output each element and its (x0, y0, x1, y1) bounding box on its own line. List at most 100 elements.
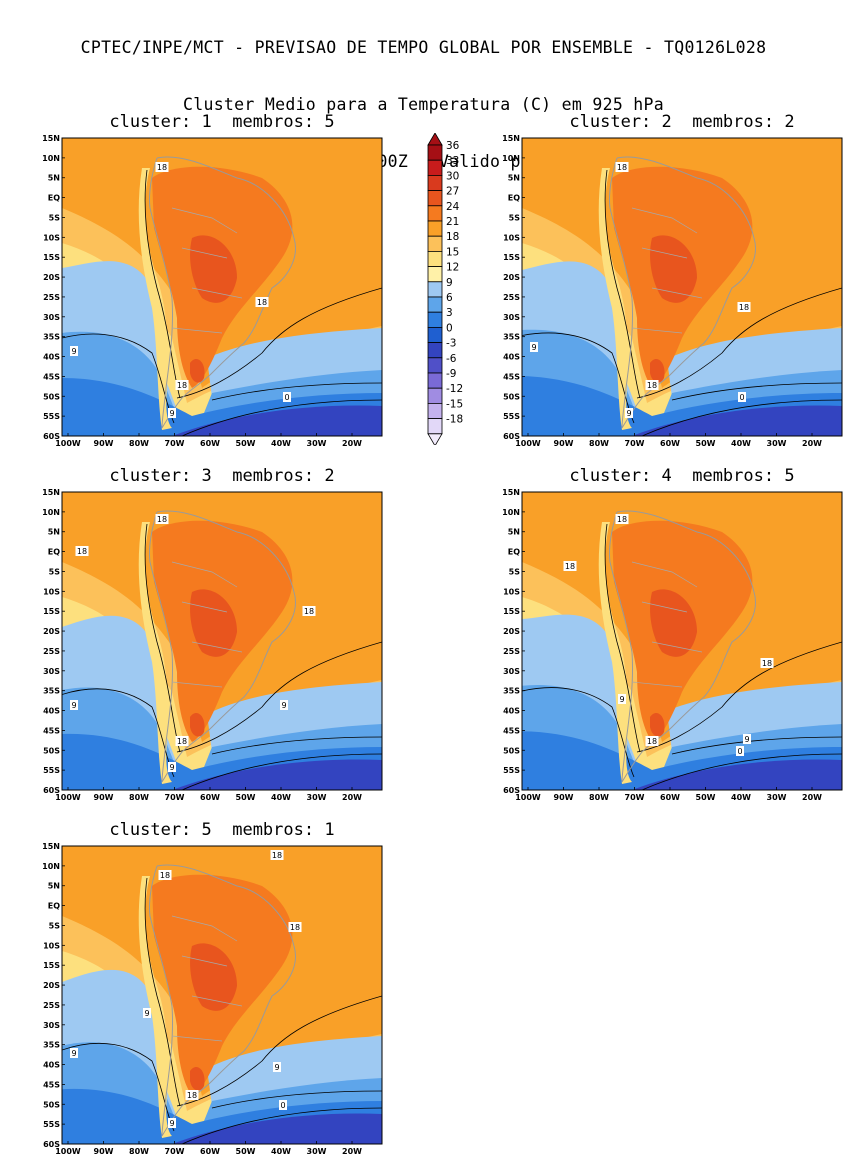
lat-tick-label: 55S (43, 766, 60, 775)
lon-tick-label: 40W (731, 793, 751, 802)
colorbar-swatch (427, 372, 443, 389)
contour-label: 9 (168, 762, 176, 772)
contour-label: 0 (283, 392, 291, 402)
andes-cold-strip (138, 522, 172, 784)
band-minus3-0 (632, 759, 842, 790)
svg-text:18: 18 (157, 163, 167, 172)
lon-tick-label: 100W (515, 439, 541, 448)
contour-label: 18 (155, 162, 169, 172)
lon-tick-label: 30W (767, 793, 787, 802)
coastline-east (156, 864, 296, 1137)
panel-title: cluster: 4 membros: 5 (569, 466, 795, 486)
contour-label: 18 (737, 302, 751, 312)
lon-tick-label: 100W (515, 793, 541, 802)
colorbar-swatch (427, 387, 443, 404)
panel-title: cluster: 3 membros: 2 (109, 466, 335, 486)
coastline-west (149, 157, 174, 429)
svg-text:18: 18 (187, 1091, 197, 1100)
band-24-27-south (650, 712, 665, 737)
band-minus3-0 (172, 759, 382, 790)
lat-tick-label: 50S (503, 746, 520, 755)
band-24-27-south (190, 358, 205, 383)
lat-tick-label: EQ (508, 194, 520, 203)
lat-tick-label: 15N (42, 842, 60, 851)
lon-tick-label: 70W (625, 439, 645, 448)
contour-label: 18 (175, 380, 189, 390)
contour-label: 9 (625, 408, 633, 418)
contour-label: 0 (738, 392, 746, 402)
lat-tick-label: 10S (43, 587, 60, 596)
svg-text:18: 18 (565, 562, 575, 571)
lon-tick-label: 70W (165, 439, 185, 448)
colorbar-swatch (427, 251, 443, 268)
lat-tick-label: 30S (503, 313, 520, 322)
contour-label: 18 (155, 514, 169, 524)
colorbar-label: 0 (446, 322, 453, 334)
colorbar-swatch (427, 311, 443, 328)
contour-label: 18 (270, 850, 284, 860)
contour-label: 9 (70, 1048, 78, 1058)
contour-label: 9 (530, 342, 538, 352)
lat-tick-label: 60S (503, 786, 520, 795)
lat-tick-label: 5S (509, 567, 521, 576)
coastline-west (609, 157, 634, 429)
contour-0 (641, 753, 842, 790)
map-frame (521, 491, 843, 791)
lat-tick-label: 50S (43, 392, 60, 401)
colorbar-swatch (427, 296, 443, 313)
lon-tick-label: 70W (625, 793, 645, 802)
colorbar-label: 21 (446, 216, 459, 228)
contour-label: 0 (736, 746, 744, 756)
lon-tick-label: 100W (55, 793, 81, 802)
country-borders (171, 915, 243, 1042)
colorbar-swatch (427, 266, 443, 283)
svg-text:18: 18 (617, 163, 627, 172)
lat-tick-label: 40S (43, 707, 60, 716)
svg-text:9: 9 (144, 1009, 149, 1018)
lat-tick-label: 35S (43, 687, 60, 696)
contour-label: 9 (618, 694, 626, 704)
lon-tick-label: 60W (200, 793, 220, 802)
temperature-map: 1818181899015N10N5NEQ5S10S15S20S25S30S35… (502, 488, 843, 802)
lat-tick-label: 40S (503, 353, 520, 362)
lat-tick-label: 20S (503, 273, 520, 282)
lat-tick-label: 15S (43, 961, 60, 970)
colorbar-swatch (427, 418, 443, 435)
svg-text:18: 18 (617, 515, 627, 524)
lon-tick-label: 90W (94, 1147, 114, 1156)
svg-text:9: 9 (619, 695, 624, 704)
lat-tick-label: 35S (503, 333, 520, 342)
contour-9 (62, 1042, 382, 1132)
lat-tick-label: 50S (503, 392, 520, 401)
lat-tick-label: 15S (43, 607, 60, 616)
panel-title: cluster: 1 membros: 5 (109, 112, 335, 132)
colorbar-label: 36 (446, 140, 460, 152)
colorbar-label: 9 (446, 277, 453, 289)
lat-tick-label: 10S (503, 587, 520, 596)
contour-label: 18 (75, 546, 89, 556)
temperature-map: 18 18 18 9 9 0 15N 10N 5N EQ 5S 10S 15S 20S 25S 30S 35S 4… (502, 134, 843, 448)
lon-tick-label: 80W (589, 793, 609, 802)
colorbar-label: 15 (446, 246, 459, 258)
lat-tick-label: 10N (502, 154, 520, 163)
coastline-west (149, 865, 174, 1137)
lat-tick-label: 10N (502, 508, 520, 517)
lon-tick-label: 60W (200, 439, 220, 448)
colorbar-label: 27 (446, 186, 459, 198)
lat-tick-label: 15N (502, 134, 520, 143)
title-line-2: Cluster Medio para a Temperatura (C) em … (183, 95, 664, 114)
andes-cold-strip (598, 168, 632, 430)
lon-tick-label: 50W (696, 793, 716, 802)
contour-18 (604, 169, 842, 399)
colorbar-swatch (427, 281, 443, 298)
lon-tick-label: 40W (731, 439, 751, 448)
contour-label: 18 (175, 736, 189, 746)
coastline-east (156, 510, 296, 783)
andes-cold-strip (598, 522, 632, 784)
contour-0 (181, 399, 382, 436)
lat-tick-label: 60S (503, 432, 520, 441)
lat-tick-label: 45S (43, 726, 60, 735)
lat-tick-label: 30S (43, 1021, 60, 1030)
contour-label: 18 (760, 658, 774, 668)
lat-tick-label: 5N (48, 882, 60, 891)
